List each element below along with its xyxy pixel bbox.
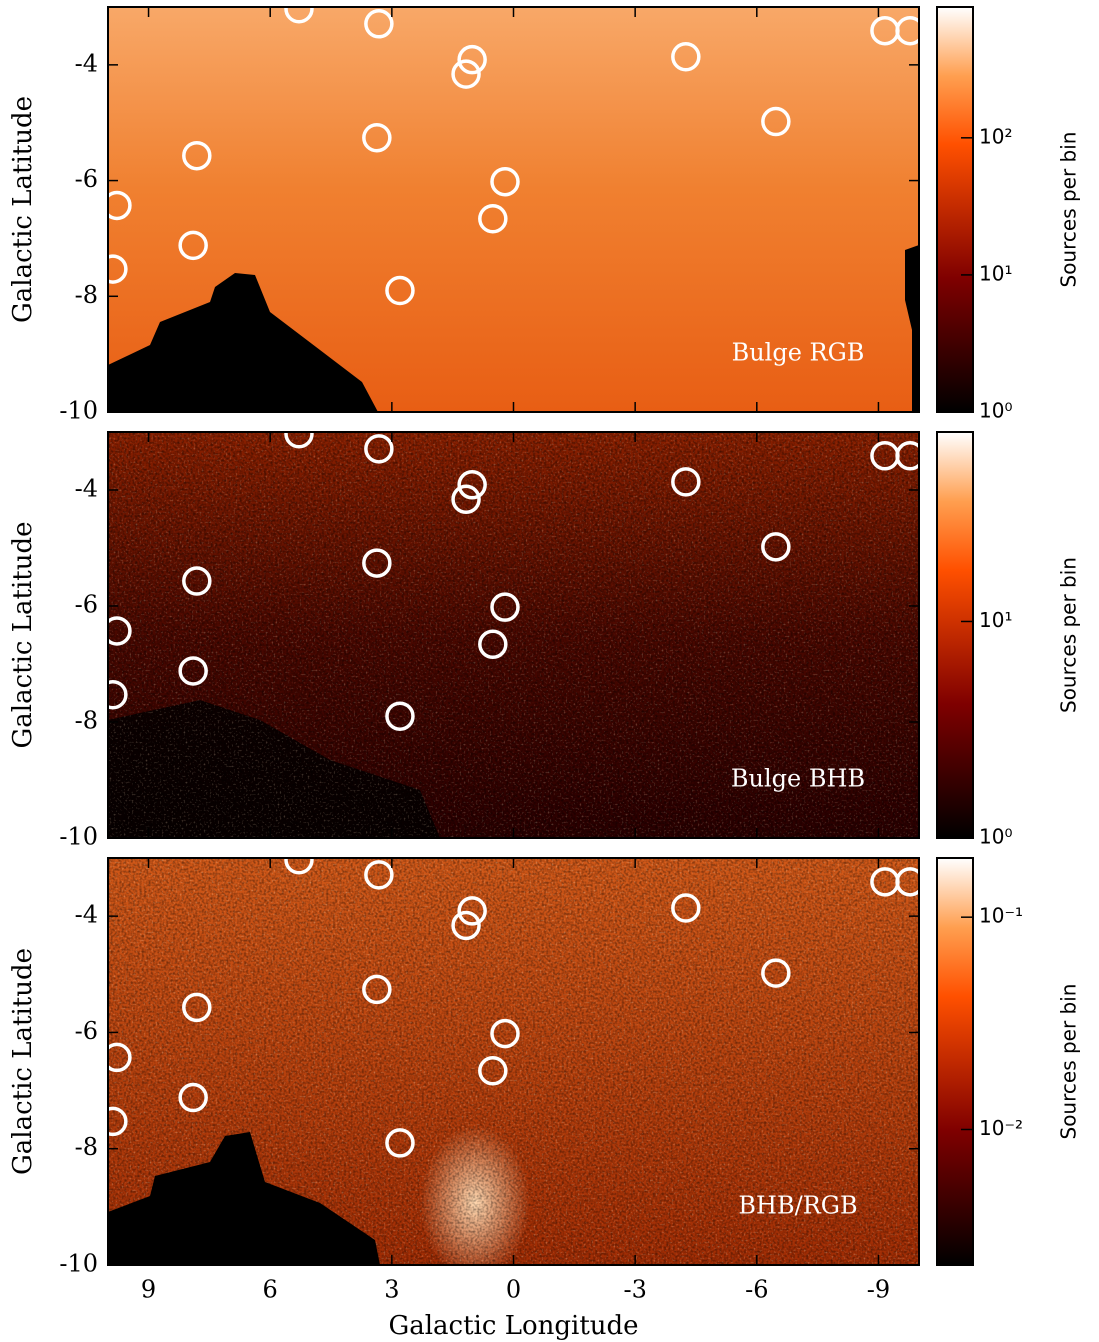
cluster-marker (182, 566, 212, 596)
y-tick-label: -4 (75, 475, 98, 503)
y-axis-label: Galactic Latitude (8, 96, 38, 323)
cluster-marker (178, 656, 208, 686)
cluster-marker (478, 629, 508, 660)
cluster-marker (490, 1018, 520, 1049)
cluster-marker (671, 42, 701, 72)
cluster-marker (385, 275, 415, 306)
cluster-marker (362, 974, 392, 1005)
cluster-marker (98, 1106, 128, 1137)
x-tick-label: 3 (384, 1276, 399, 1304)
y-tick-label: -10 (59, 397, 98, 425)
cluster-marker (451, 910, 481, 941)
x-tick-label: -9 (867, 1276, 890, 1304)
cluster-marker (182, 140, 212, 171)
y-tick-label: -10 (59, 823, 98, 851)
cluster-marker (284, 844, 314, 875)
colorbar-tick-label: 10¹ (979, 261, 1012, 285)
cluster-marker (102, 616, 132, 646)
y-tick-label: -8 (75, 707, 98, 735)
cluster-marker (671, 893, 701, 923)
colorbar (936, 6, 974, 413)
y-axis-label: Galactic Latitude (8, 522, 38, 749)
cluster-marker (761, 532, 791, 562)
panel-label: Bulge RGB (732, 339, 865, 367)
y-tick-label: -10 (59, 1250, 98, 1278)
cluster-marker (364, 434, 394, 464)
x-tick-label: 9 (141, 1276, 156, 1304)
x-tick-label: 6 (263, 1276, 278, 1304)
cluster-marker (671, 467, 701, 497)
cluster-marker (364, 9, 394, 39)
cluster-marker (385, 701, 415, 731)
cluster-marker (478, 204, 508, 234)
cluster-marker (364, 860, 394, 890)
cluster-marker (895, 15, 925, 46)
cluster-marker (451, 484, 481, 515)
panel-label: Bulge BHB (731, 765, 865, 793)
x-axis-label: Galactic Longitude (388, 1311, 638, 1341)
colorbar-tick-label: 10¹ (979, 608, 1012, 632)
y-axis-label: Galactic Latitude (8, 948, 38, 1175)
y-tick-label: -8 (75, 281, 98, 309)
y-tick-label: -8 (75, 1133, 98, 1161)
cluster-marker (284, 0, 314, 24)
colorbar-label: Sources per bin (1057, 132, 1081, 288)
cluster-marker (102, 1042, 132, 1073)
colorbar (936, 857, 974, 1266)
colorbar-tick-label: 10⁰ (979, 825, 1012, 849)
cluster-marker (895, 867, 925, 897)
x-tick-label: -6 (745, 1276, 768, 1304)
x-tick-label: -3 (623, 1276, 646, 1304)
heatmap-image (108, 7, 919, 1265)
y-tick-label: -4 (75, 49, 98, 77)
cluster-marker (98, 254, 128, 284)
colorbar-tick-label: 10⁰ (979, 399, 1012, 423)
colorbar-tick-label: 10⁻² (979, 1116, 1023, 1140)
cluster-marker (478, 1056, 508, 1086)
cluster-marker (178, 230, 208, 261)
x-tick-label: 0 (506, 1276, 521, 1304)
cluster-marker (457, 470, 487, 500)
cluster-marker (490, 166, 520, 197)
cluster-marker (761, 958, 791, 988)
colorbar-label: Sources per bin (1057, 984, 1081, 1140)
cluster-marker (284, 418, 314, 449)
cluster-marker (895, 441, 925, 471)
y-tick-label: -6 (75, 1017, 98, 1045)
colorbar-label: Sources per bin (1057, 557, 1081, 713)
cluster-marker (761, 106, 791, 137)
cluster-marker (182, 992, 212, 1023)
cluster-marker (178, 1082, 208, 1113)
colorbar-tick-label: 10² (979, 124, 1012, 148)
cluster-marker (457, 44, 487, 75)
y-tick-label: -4 (75, 901, 98, 929)
cluster-marker (385, 1128, 415, 1158)
cluster-marker (362, 548, 392, 578)
colorbar-tick-label: 10⁻¹ (979, 904, 1023, 928)
cluster-marker (457, 896, 487, 926)
y-tick-label: -6 (75, 165, 98, 193)
y-tick-label: -6 (75, 591, 98, 619)
cluster-marker (102, 190, 132, 221)
cluster-marker (451, 59, 481, 89)
cluster-marker (362, 123, 392, 153)
cluster-marker (490, 592, 520, 622)
panel-label: BHB/RGB (738, 1192, 857, 1220)
colorbar (936, 431, 974, 839)
cluster-marker (98, 679, 128, 710)
